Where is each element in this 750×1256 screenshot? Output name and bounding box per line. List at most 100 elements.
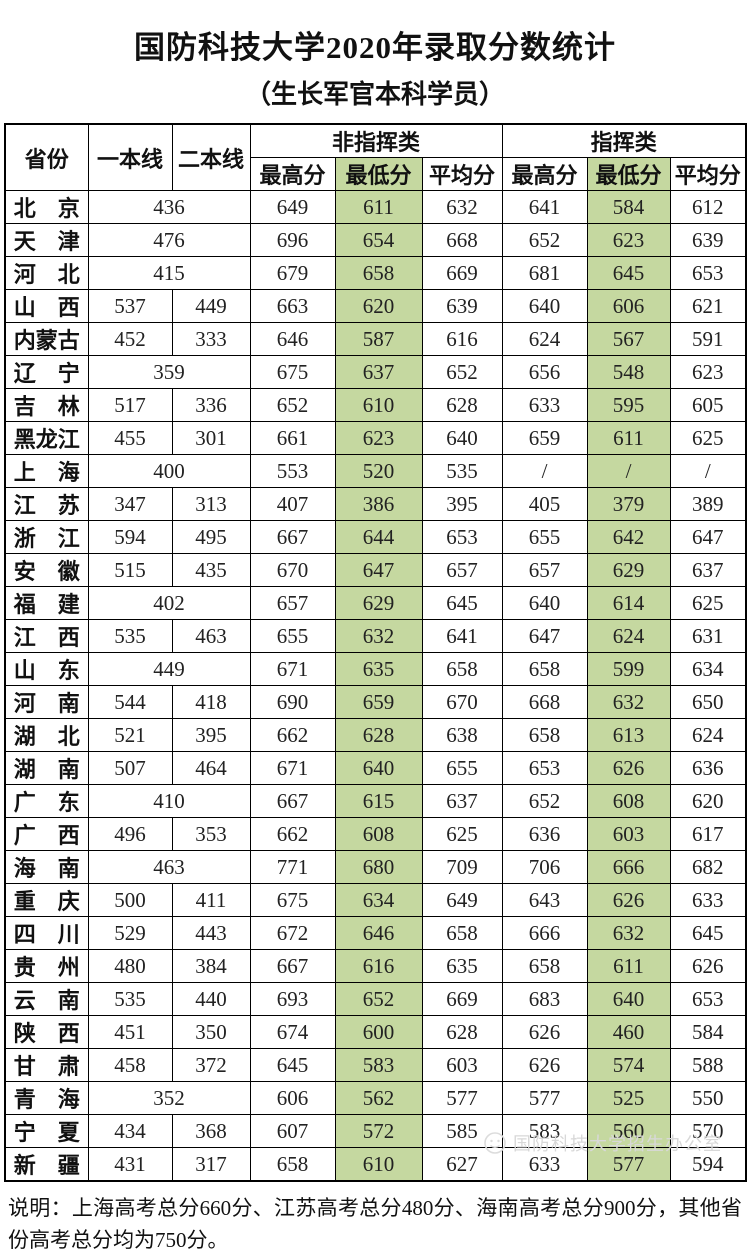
table-row: 重 庆 500 411 675 634 649 643 626 633 <box>4 883 747 917</box>
cell-province: 福 建 <box>4 586 89 620</box>
cell-c-min: 632 <box>586 916 671 950</box>
cell-nc-avg: 535 <box>421 454 503 488</box>
table-row: 安 徽 515 435 670 647 657 657 629 637 <box>4 553 747 587</box>
cell-nc-min: 611 <box>334 190 423 224</box>
cell-province: 广 西 <box>4 817 89 851</box>
cell-c-min: 645 <box>586 256 671 290</box>
cell-c-avg: 389 <box>669 487 747 521</box>
table-row: 天 津 476 696 654 668 652 623 639 <box>4 223 747 257</box>
cell-nc-min: 640 <box>334 751 423 785</box>
cell-nc-max: 690 <box>249 685 336 719</box>
cell-c-max: 640 <box>501 289 588 323</box>
cell-province: 广 东 <box>4 784 89 818</box>
cell-nc-avg: 638 <box>421 718 503 752</box>
cell-c-max: 658 <box>501 949 588 983</box>
table-row: 湖 北 521 395 662 628 638 658 613 624 <box>4 718 747 752</box>
table-row: 广 西 496 353 662 608 625 636 603 617 <box>4 817 747 851</box>
cell-province: 安 徽 <box>4 553 89 587</box>
cell-c-avg: 584 <box>669 1015 747 1049</box>
cell-nc-avg: 395 <box>421 487 503 521</box>
cell-c-min: 584 <box>586 190 671 224</box>
cell-nc-avg: 625 <box>421 817 503 851</box>
cell-nc-min: 587 <box>334 322 423 356</box>
cell-province: 四 川 <box>4 916 89 950</box>
table-row: 上 海 400 553 520 535// / <box>4 454 747 488</box>
cell-nc-max: 671 <box>249 652 336 686</box>
note-text: 说明：上海高考总分660分、江苏高考总分480分、海南高考总分900分，其他省份… <box>8 1196 742 1252</box>
cell-c-min: 460 <box>586 1015 671 1049</box>
header-row-groups: 省份 一本线 二本线 非指挥类 指挥类 <box>4 123 747 191</box>
cell-c-min: 525 <box>586 1081 671 1115</box>
table-row: 河 南 544 418 690 659 670 668 632 650 <box>4 685 747 719</box>
cell-line-merged: 463 <box>87 850 251 884</box>
page-title: 国防科技大学2020年录取分数统计 <box>134 30 616 65</box>
header-nc-min: 最低分 <box>334 157 423 191</box>
cell-c-min: 623 <box>586 223 671 257</box>
cell-c-max: 626 <box>501 1015 588 1049</box>
cell-c-avg: 650 <box>669 685 747 719</box>
cell-c-avg: 588 <box>669 1048 747 1082</box>
cell-line2: 313 <box>171 487 251 521</box>
cell-c-avg: 605 <box>669 388 747 422</box>
cell-nc-avg: 628 <box>421 1015 503 1049</box>
cell-nc-avg: 616 <box>421 322 503 356</box>
cell-line1: 529 <box>87 916 173 950</box>
cell-line-merged: 436 <box>87 190 251 224</box>
cell-c-avg: 631 <box>669 619 747 653</box>
cell-nc-avg: 669 <box>421 982 503 1016</box>
cell-line2: 350 <box>171 1015 251 1049</box>
score-table: 省份 一本线 二本线 非指挥类 指挥类 最高分 最低分 平均分 最高分 最低分 … <box>4 123 748 1182</box>
cell-nc-max: 662 <box>249 817 336 851</box>
cell-nc-avg: 577 <box>421 1081 503 1115</box>
cell-c-max: 640 <box>501 586 588 620</box>
cell-c-avg: 637 <box>669 553 747 587</box>
cell-c-max: 653 <box>501 751 588 785</box>
cell-c-max: 405 <box>501 487 588 521</box>
cell-nc-min: 572 <box>334 1114 423 1148</box>
cell-c-avg: 591 <box>669 322 747 356</box>
cell-nc-avg: 641 <box>421 619 503 653</box>
table-row: 广 东 410 667 615 637 652 608 620 <box>4 784 747 818</box>
cell-nc-min: 629 <box>334 586 423 620</box>
cell-nc-min: 637 <box>334 355 423 389</box>
cell-line1: 347 <box>87 487 173 521</box>
cell-nc-max: 771 <box>249 850 336 884</box>
cell-line2: 440 <box>171 982 251 1016</box>
cell-province: 黑龙江 <box>4 421 89 455</box>
cell-nc-avg: 637 <box>421 784 503 818</box>
table-row: 北 京 436 649 611 632 641 584 612 <box>4 190 747 224</box>
cell-line-merged: 402 <box>87 586 251 620</box>
cell-province: 河 北 <box>4 256 89 290</box>
cell-nc-avg: 658 <box>421 652 503 686</box>
cell-c-avg: / <box>669 454 747 488</box>
cell-c-max: 652 <box>501 223 588 257</box>
cell-line2: 333 <box>171 322 251 356</box>
cell-nc-max: 607 <box>249 1114 336 1148</box>
cell-nc-max: 679 <box>249 256 336 290</box>
cell-line1: 434 <box>87 1114 173 1148</box>
cell-province: 吉 林 <box>4 388 89 422</box>
cell-c-min: / <box>586 454 671 488</box>
cell-nc-avg: 628 <box>421 388 503 422</box>
cell-c-avg: 682 <box>669 850 747 884</box>
cell-c-max: 655 <box>501 520 588 554</box>
cell-nc-max: 667 <box>249 949 336 983</box>
cell-line1: 458 <box>87 1048 173 1082</box>
cell-province: 海 南 <box>4 850 89 884</box>
table-row: 福 建 402 657 629 645 640 614 625 <box>4 586 747 620</box>
header-command-group: 指挥类 <box>501 123 747 158</box>
header-province: 省份 <box>4 123 89 191</box>
cell-nc-max: 675 <box>249 883 336 917</box>
cell-line2: 495 <box>171 520 251 554</box>
cell-nc-min: 658 <box>334 256 423 290</box>
header-c-max: 最高分 <box>501 157 588 191</box>
cell-line2: 353 <box>171 817 251 851</box>
cell-nc-max: 670 <box>249 553 336 587</box>
cell-line2: 301 <box>171 421 251 455</box>
cell-nc-max: 696 <box>249 223 336 257</box>
cell-c-avg: 645 <box>669 916 747 950</box>
cell-line-merged: 449 <box>87 652 251 686</box>
header-line1: 一本线 <box>87 123 173 191</box>
cell-nc-min: 632 <box>334 619 423 653</box>
cell-line2: 418 <box>171 685 251 719</box>
